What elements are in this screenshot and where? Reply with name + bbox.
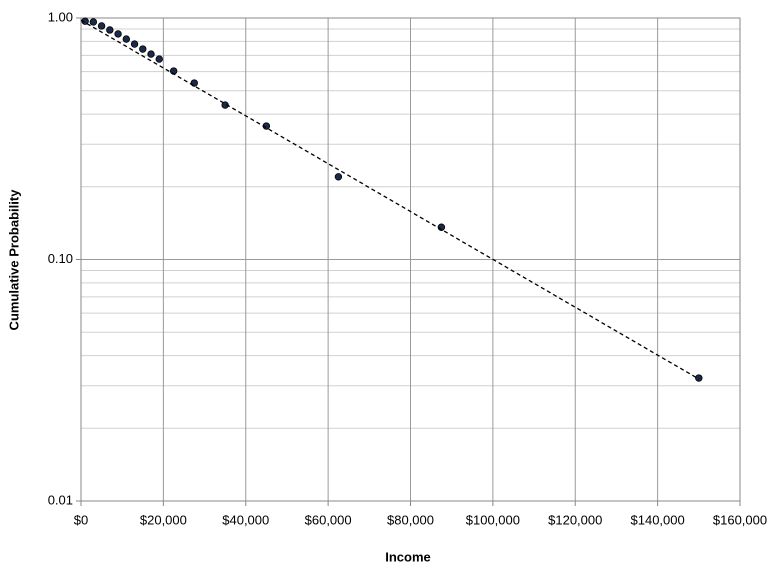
point bbox=[106, 26, 114, 34]
x-tick-label: $160,000 bbox=[713, 512, 767, 527]
trend-line bbox=[80, 19, 700, 380]
x-tick-label: $60,000 bbox=[305, 512, 352, 527]
x-tick-label: $80,000 bbox=[387, 512, 434, 527]
point bbox=[130, 40, 139, 48]
point bbox=[155, 55, 163, 63]
point bbox=[147, 50, 155, 58]
x-tick-label: $0 bbox=[74, 512, 88, 527]
point bbox=[114, 30, 122, 38]
y-tick-label: 1.00 bbox=[48, 9, 73, 24]
point bbox=[122, 35, 131, 43]
point bbox=[97, 22, 106, 30]
y-axis-title: Cumulative Probability bbox=[6, 189, 21, 331]
x-tick-label: $140,000 bbox=[631, 512, 685, 527]
point bbox=[139, 45, 147, 53]
x-axis-title: Income bbox=[385, 549, 431, 564]
y-tick-label: 0.01 bbox=[48, 492, 73, 507]
x-tick-label: $100,000 bbox=[466, 512, 520, 527]
point bbox=[190, 79, 198, 87]
x-tick-label: $20,000 bbox=[140, 512, 187, 527]
point bbox=[695, 374, 703, 382]
y-tick-label: 0.10 bbox=[48, 251, 73, 266]
point bbox=[334, 173, 343, 181]
x-tick-label: $120,000 bbox=[548, 512, 602, 527]
point bbox=[89, 18, 98, 26]
x-tick-label: $40,000 bbox=[222, 512, 269, 527]
plot-border bbox=[80, 17, 741, 502]
